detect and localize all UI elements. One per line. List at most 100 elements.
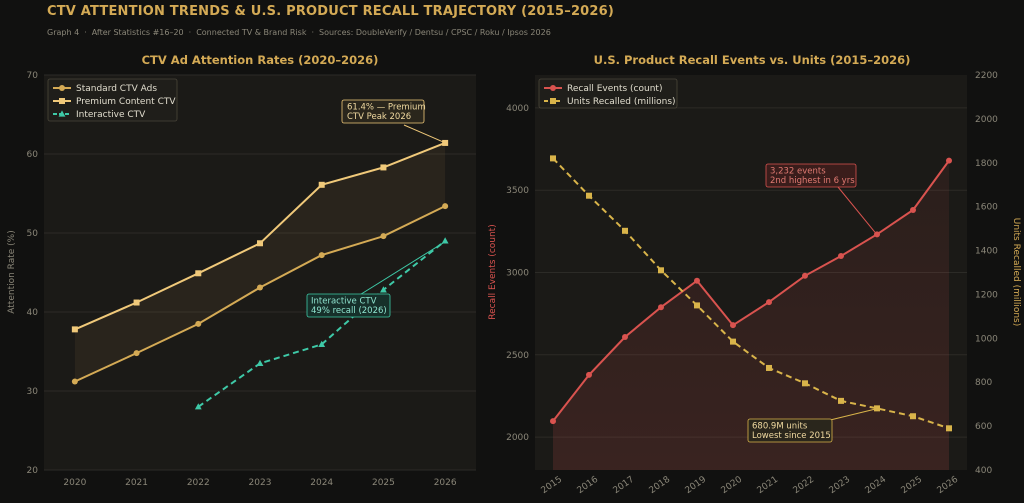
recall-x-tick-label: 2021: [756, 475, 780, 496]
attention-gridlines: [44, 74, 476, 471]
series-premium-content-ctv: [71, 139, 449, 333]
subtitle-topic: Connected TV & Brand Risk: [196, 28, 307, 37]
recall-x-tick-label: 2016: [576, 475, 601, 496]
recall-chart: U.S. Product Recall Events vs. Units (20…: [488, 53, 1021, 496]
units-y2-tick-label: 1000: [975, 334, 998, 344]
interactive-recall-text: 49% recall (2026): [311, 306, 387, 316]
recall-events-count-point: [694, 277, 700, 284]
recall-left-ticks: 2000 2500 3000 3500 4000: [506, 104, 529, 443]
recall-x-tick-label: 2024: [864, 475, 889, 496]
units-recalled-millions-point: [658, 267, 664, 274]
interactive-recall-arrow: [357, 242, 444, 297]
recall-events-count-point: [802, 272, 808, 279]
recall-x-tick-label: 2022: [792, 475, 816, 496]
recall-events-arrow: [837, 186, 876, 233]
attention-y-tick-label: 40: [27, 308, 39, 318]
interactive-ctv-point: [194, 403, 202, 410]
attention-y-tick-label: 30: [27, 387, 39, 397]
attention-legend-box: [47, 78, 178, 122]
recall-x-tick-label: 2019: [684, 475, 709, 496]
attention-x-tick-label: 2021: [125, 478, 148, 488]
premium-content-ctv-point: [318, 181, 325, 188]
recall-events-count-point: [910, 206, 916, 213]
standard-ctv-ads-point: [257, 284, 263, 291]
recall-series: [550, 155, 952, 432]
attention-x-tick-label: 2025: [372, 478, 395, 488]
attention-y-tick-label: 20: [27, 466, 39, 476]
legend-label-interactive-ctv: Interactive CTV: [76, 110, 146, 120]
legend-marker-premium-content-ctv: [59, 98, 65, 104]
recall-events-count-point: [622, 334, 628, 341]
premium-content-ctv-point: [380, 164, 387, 171]
standard-ctv-ads-point: [380, 233, 387, 240]
units-y2-tick-label: 600: [975, 422, 992, 432]
units-recalled-millions-point: [838, 397, 844, 404]
recall-x-tick-label: 2015: [540, 475, 564, 496]
attention-y-axis-label: Attention Rate (%): [7, 230, 17, 313]
units-y2-tick-label: 800: [975, 378, 992, 388]
units-recalled-millions-point: [910, 413, 916, 420]
legend-marker-recall-events-count: [550, 85, 556, 91]
recall-legend: Recall Events (count) Units Recalled (mil…: [538, 78, 678, 109]
units-recalled-millions-point: [550, 155, 556, 162]
attention-x-ticks: 2020 2021 2022 2023 2024 2025 2026: [63, 478, 456, 488]
legend-marker-units-recalled-millions: [550, 98, 556, 104]
units-y2-tick-label: 400: [975, 466, 992, 476]
units-recalled-millions-point: [946, 425, 952, 432]
premium-content-ctv-point: [71, 326, 78, 333]
attention-y-ticks: 20 30 40 50 60 70: [27, 71, 39, 476]
interactive-ctv-point: [318, 340, 326, 347]
legend-marker-interactive-ctv: [58, 110, 66, 117]
series-units-recalled-millions: [550, 155, 952, 432]
subtitle-sources: Sources: DoubleVerify / Dentsu / CPSC / …: [319, 28, 551, 37]
legend-label-standard-ctv-ads: Standard CTV Ads: [76, 84, 157, 94]
premium-peak-text: CTV Peak 2026: [347, 112, 411, 122]
units-recalled-millions-point: [730, 338, 736, 345]
recall-events-text: 3,232 events: [770, 167, 826, 177]
recall-events-count-point: [946, 157, 952, 164]
attention-x-tick-label: 2024: [310, 478, 333, 488]
units-recalled-millions-point: [622, 227, 628, 234]
interactive-recall-box: [306, 293, 391, 318]
recall-x-tick-label: 2018: [648, 475, 673, 496]
units-recalled-millions-point: [802, 380, 808, 387]
attention-x-tick-label: 2023: [249, 478, 272, 488]
units-recalled-text: Lowest since 2015: [752, 431, 831, 441]
recall-x-tick-label: 2017: [612, 475, 636, 496]
units-y2-tick-label: 1400: [975, 247, 998, 257]
recall-events-count-point: [550, 418, 556, 425]
recall-x-tick-label: 2023: [828, 475, 852, 496]
units-recalled-millions-point: [694, 302, 700, 309]
recall-events-axis-label: Recall Events (count): [488, 224, 498, 319]
attention-x-tick-label: 2020: [63, 478, 86, 488]
chart-subtitle: Graph 4 · After Statistics #16–20 · Connecte…: [47, 28, 551, 37]
interactive-ctv-point: [256, 359, 264, 366]
recall-x-tick-label: 2025: [900, 475, 924, 496]
recall-events-box: [765, 163, 857, 188]
units-y2-tick-label: 1600: [975, 203, 998, 213]
legend-label-premium-content-ctv: Premium Content CTV: [76, 97, 176, 107]
units-y2-tick-label: 2000: [975, 115, 998, 125]
standard-ctv-ads-point: [195, 320, 202, 327]
recall-events-count-point: [838, 253, 844, 260]
recall-legend-box: [538, 78, 678, 109]
attention-legend: Standard CTV Ads Premium Content CTV Inter…: [47, 78, 178, 122]
standard-ctv-ads-point: [133, 350, 140, 357]
recall-y-tick-label: 3500: [506, 186, 529, 196]
recall-area-fill: [553, 160, 949, 470]
units-y2-tick-label: 1800: [975, 159, 998, 169]
units-recalled-millions-point: [586, 192, 592, 199]
interactive-ctv-line: [197, 240, 446, 408]
recall-y-tick-label: 4000: [506, 104, 529, 114]
attention-x-tick-label: 2026: [434, 478, 457, 488]
recall-events-count-point: [586, 371, 592, 378]
attention-series: [71, 139, 449, 410]
standard-ctv-ads-point: [318, 252, 325, 259]
recall-right-ticks: 400 600 800 1000 1200 1400 1600 1800 2000 2200: [975, 71, 998, 476]
premium-content-ctv-point: [257, 240, 263, 247]
recall-events-count-point: [874, 231, 880, 238]
recall-x-tick-label: 2020: [720, 475, 745, 496]
premium-peak-arrow: [403, 124, 444, 143]
